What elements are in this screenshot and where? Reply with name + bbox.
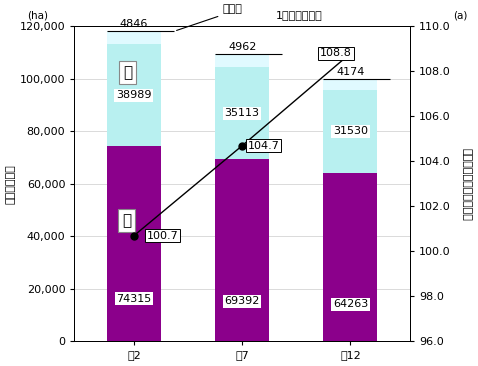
Bar [215,67,269,159]
Bar [215,159,269,341]
Text: 1戸当たり面積: 1戸当たり面積 [276,10,323,20]
Text: 64263: 64263 [333,299,368,309]
Bar [107,31,161,44]
Bar [107,44,161,146]
Text: 4962: 4962 [228,42,256,52]
Text: 38989: 38989 [116,90,152,100]
Bar [323,90,378,173]
Text: 田: 田 [122,213,131,228]
Text: 35113: 35113 [225,108,260,118]
Y-axis label: １戸当たり経営耕地面積: １戸当たり経営耕地面積 [462,147,472,220]
Bar [107,146,161,341]
Text: (ha): (ha) [27,10,48,20]
Text: 69392: 69392 [225,296,260,306]
Text: 31530: 31530 [333,126,368,137]
Text: 74315: 74315 [116,294,152,303]
Text: 4174: 4174 [336,67,365,77]
Text: 樹園地: 樹園地 [223,4,242,14]
Text: 104.7: 104.7 [248,141,280,151]
Text: 100.7: 100.7 [147,231,179,241]
Text: 4846: 4846 [120,19,148,29]
Text: (a): (a) [454,10,468,20]
Text: 畑: 畑 [123,65,132,80]
Bar [215,54,269,67]
Text: 108.8: 108.8 [320,48,352,59]
Bar [323,173,378,341]
Bar [323,79,378,90]
Y-axis label: 経営耕地面積: 経営耕地面積 [6,164,16,204]
